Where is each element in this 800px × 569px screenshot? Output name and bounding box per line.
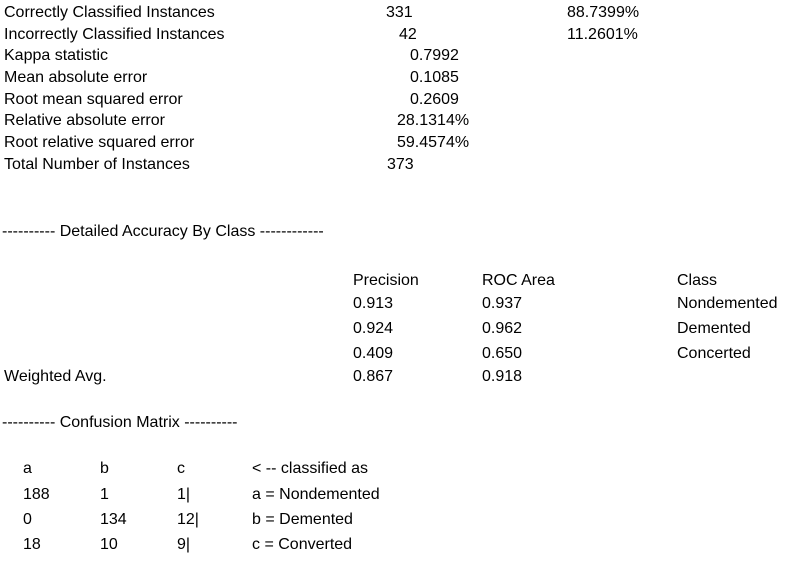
col-header-class: Class xyxy=(677,272,718,289)
cm-cell-b: 10 xyxy=(100,536,118,553)
weighted-avg-row: Weighted Avg. 0.867 0.918 xyxy=(0,368,800,390)
weighted-avg-label: Weighted Avg. xyxy=(4,368,107,385)
metric-value: 0.2609 xyxy=(410,91,459,108)
metric-value: 0.7992 xyxy=(410,47,459,64)
cm-cell-c: 1| xyxy=(177,486,191,503)
metric-label: Mean absolute error xyxy=(4,69,148,86)
col-header-precision: Precision xyxy=(353,272,419,289)
accuracy-table-row: 0.924 0.962 Demented xyxy=(0,320,800,342)
cm-cell-c: 9| xyxy=(177,536,191,553)
metric-label: Total Number of Instances xyxy=(4,156,190,173)
detailed-accuracy-section-title: ---------- Detailed Accuracy By Class --… xyxy=(2,223,324,240)
cm-row-label: b = Demented xyxy=(252,511,353,528)
metric-value: 331 xyxy=(386,4,413,21)
cm-classified-as-note: < -- classified as xyxy=(252,460,369,477)
cm-row-label: c = Converted xyxy=(252,536,353,553)
summary-row: Correctly Classified Instances 331 88.73… xyxy=(0,4,800,26)
cm-cell-c: 12| xyxy=(177,511,199,528)
cm-cell-a: 0 xyxy=(23,511,32,528)
metric-value: 59.4574% xyxy=(397,134,470,151)
metric-value: 28.1314% xyxy=(397,112,470,129)
accuracy-table-row: 0.409 0.650 Concerted xyxy=(0,345,800,367)
confusion-matrix-row: 188 1 1| a = Nondemented xyxy=(0,486,800,508)
precision-value: 0.924 xyxy=(353,320,394,337)
summary-row: Mean absolute error 0.1085 xyxy=(0,69,800,91)
confusion-matrix-header: a b c < -- classified as xyxy=(0,460,800,482)
precision-value: 0.409 xyxy=(353,345,394,362)
roc-area-value: 0.962 xyxy=(482,320,523,337)
class-name: Concerted xyxy=(677,345,751,362)
class-name: Nondemented xyxy=(677,295,778,312)
accuracy-table-row: 0.913 0.937 Nondemented xyxy=(0,295,800,317)
metric-label: Root relative squared error xyxy=(4,134,195,151)
cm-row-label: a = Nondemented xyxy=(252,486,380,503)
metric-value: 42 xyxy=(399,26,417,43)
precision-value: 0.913 xyxy=(353,295,394,312)
roc-area-value: 0.650 xyxy=(482,345,523,362)
detailed-accuracy-section: ---------- Detailed Accuracy By Class --… xyxy=(0,223,800,245)
weighted-avg-precision: 0.867 xyxy=(353,368,394,385)
class-name: Demented xyxy=(677,320,751,337)
cm-col-b: b xyxy=(100,460,109,477)
summary-row: Kappa statistic 0.7992 xyxy=(0,47,800,69)
summary-row: Root relative squared error 59.4574% xyxy=(0,134,800,156)
confusion-matrix-section-title: ---------- Confusion Matrix ---------- xyxy=(2,414,238,431)
metric-label: Relative absolute error xyxy=(4,112,165,129)
metric-value: 0.1085 xyxy=(410,69,459,86)
cm-cell-a: 18 xyxy=(23,536,41,553)
accuracy-table-header: Precision ROC Area Class xyxy=(0,272,800,294)
metric-label: Root mean squared error xyxy=(4,91,183,108)
col-header-roc-area: ROC Area xyxy=(482,272,555,289)
metric-percent: 88.7399% xyxy=(567,4,640,21)
roc-area-value: 0.937 xyxy=(482,295,523,312)
cm-col-a: a xyxy=(23,460,32,477)
summary-row: Root mean squared error 0.2609 xyxy=(0,91,800,113)
summary-row: Total Number of Instances 373 xyxy=(0,156,800,178)
cm-cell-a: 188 xyxy=(23,486,50,503)
weighted-avg-roc-area: 0.918 xyxy=(482,368,523,385)
metric-label: Kappa statistic xyxy=(4,47,109,64)
summary-row: Incorrectly Classified Instances 42 11.2… xyxy=(0,26,800,48)
metric-value: 373 xyxy=(387,156,414,173)
cm-cell-b: 1 xyxy=(100,486,109,503)
cm-col-c: c xyxy=(177,460,185,477)
metric-label: Incorrectly Classified Instances xyxy=(4,26,225,43)
metric-label: Correctly Classified Instances xyxy=(4,4,215,21)
confusion-matrix-row: 0 134 12| b = Demented xyxy=(0,511,800,533)
cm-cell-b: 134 xyxy=(100,511,127,528)
metric-percent: 11.2601% xyxy=(567,26,638,43)
summary-row: Relative absolute error 28.1314% xyxy=(0,112,800,134)
confusion-matrix-section: ---------- Confusion Matrix ---------- xyxy=(0,414,800,436)
confusion-matrix-row: 18 10 9| c = Converted xyxy=(0,536,800,558)
